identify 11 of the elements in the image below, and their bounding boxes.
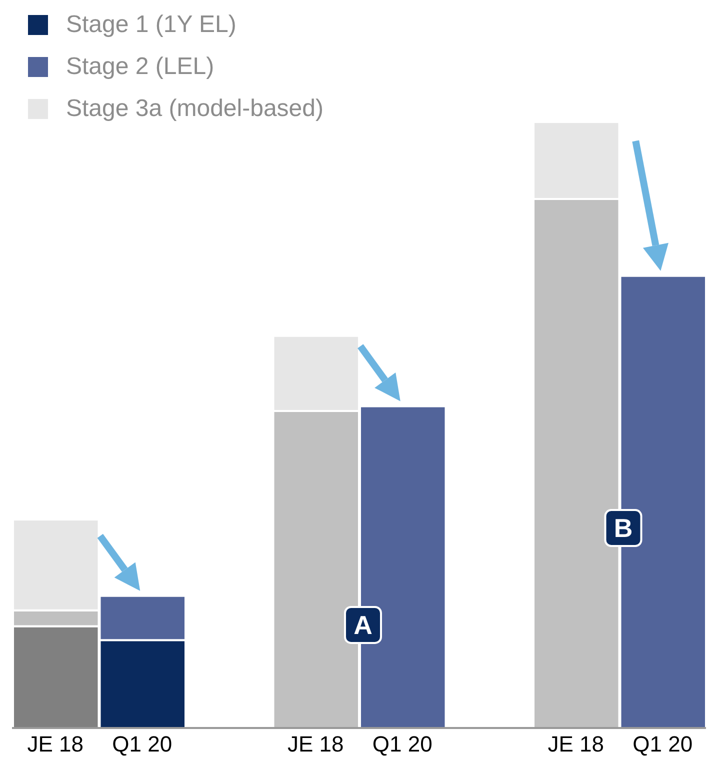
x-tick-label: Q1 20 — [632, 732, 693, 757]
annotation: B — [614, 513, 633, 544]
x-tick-label: JE 18 — [548, 732, 604, 757]
legend-label: Stage 1 (1Y EL) — [66, 11, 236, 39]
x-tick-label: JE 18 — [287, 732, 344, 757]
x-tick-label: Q1 20 — [112, 732, 172, 757]
legend-label: Stage 3a (model-based) — [66, 95, 324, 123]
x-tick-label: Q1 20 — [372, 732, 432, 757]
legend-label: Stage 2 (LEL) — [66, 53, 214, 81]
annotation: A — [354, 610, 373, 640]
x-tick-label: JE 18 — [27, 732, 84, 757]
